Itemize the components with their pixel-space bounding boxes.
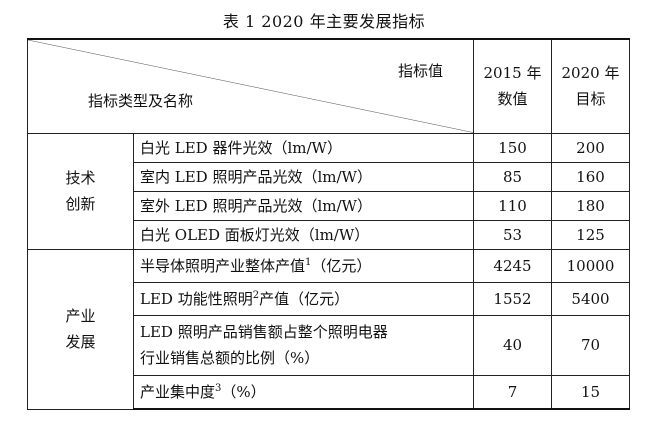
- table-row: 产业 发展 半导体照明产业整体产值1（亿元） 4245 10000: [27, 248, 630, 410]
- value-2015: 7: [473, 374, 552, 410]
- group-tech-innovation: 技术 创新: [27, 132, 134, 250]
- value-2015: 40: [473, 314, 552, 376]
- value-2015: 4245: [473, 248, 552, 283]
- row-label: 白光 OLED 面板灯光效（lm/W）: [133, 219, 474, 250]
- header-2020: 2020 年 目标: [551, 38, 630, 134]
- row-label: 半导体照明产业整体产值1（亿元）: [133, 248, 474, 283]
- value-2020: 15: [551, 374, 630, 410]
- value-2020: 180: [551, 190, 630, 221]
- value-2020: 200: [551, 132, 630, 163]
- value-2020: 70: [551, 314, 630, 376]
- footnote-marker: 1: [305, 257, 312, 268]
- footnote-marker: 3: [215, 383, 222, 395]
- value-2015: 150: [473, 132, 552, 163]
- table-row: LED 功能性照明2产值（亿元） 1552 5400: [28, 281, 630, 316]
- header-2015: 2015 年 数值: [473, 38, 552, 134]
- value-2020: 5400: [551, 281, 630, 316]
- table-row: 白光 OLED 面板灯光效（lm/W） 53 125: [28, 219, 630, 250]
- diagonal-line: [28, 40, 473, 133]
- row-label: 室内 LED 照明产品光效（lm/W）: [133, 161, 474, 192]
- row-label: 室外 LED 照明产品光效（lm/W）: [133, 190, 474, 221]
- value-2015: 85: [473, 161, 552, 192]
- diagonal-header-cell: 指标值 指标类型及名称: [27, 38, 474, 134]
- value-2020: 160: [551, 161, 630, 192]
- table-row: LED 照明产品销售额占整个照明电器 行业销售总额的比例（%） 40 70: [28, 314, 630, 376]
- table-row: 室外 LED 照明产品光效（lm/W） 110 180: [28, 190, 630, 221]
- header-type-label: 指标类型及名称: [88, 91, 194, 110]
- row-label: 产业集中度3（%）: [133, 374, 474, 410]
- table-row: 产业集中度3（%） 7 15: [28, 374, 630, 410]
- value-2015: 53: [473, 219, 552, 250]
- table-row: 技术 创新 白光 LED 器件光效（lm/W） 150 200: [27, 132, 630, 250]
- value-2020: 125: [551, 219, 630, 250]
- row-label: LED 功能性照明2产值（亿元）: [133, 281, 474, 316]
- row-label: 白光 LED 器件光效（lm/W）: [133, 132, 474, 163]
- value-2020: 10000: [551, 248, 630, 283]
- table-row: 室内 LED 照明产品光效（lm/W） 85 160: [28, 161, 630, 192]
- table-caption: 表 1 2020 年主要发展指标: [222, 12, 426, 31]
- header-row: 指标值 指标类型及名称 2015 年 数值 2020 年 目标: [27, 38, 630, 134]
- value-2015: 1552: [473, 281, 552, 316]
- header-value-label: 指标值: [397, 62, 443, 80]
- footnote-marker: 2: [252, 290, 260, 301]
- value-2015: 110: [473, 190, 552, 221]
- row-label: LED 照明产品销售额占整个照明电器 行业销售总额的比例（%）: [133, 314, 474, 376]
- group-industry-development: 产业 发展: [27, 248, 134, 410]
- indicator-table: 指标值 指标类型及名称 2015 年 数值 2020 年 目标 技术 创新 白光…: [27, 38, 630, 410]
